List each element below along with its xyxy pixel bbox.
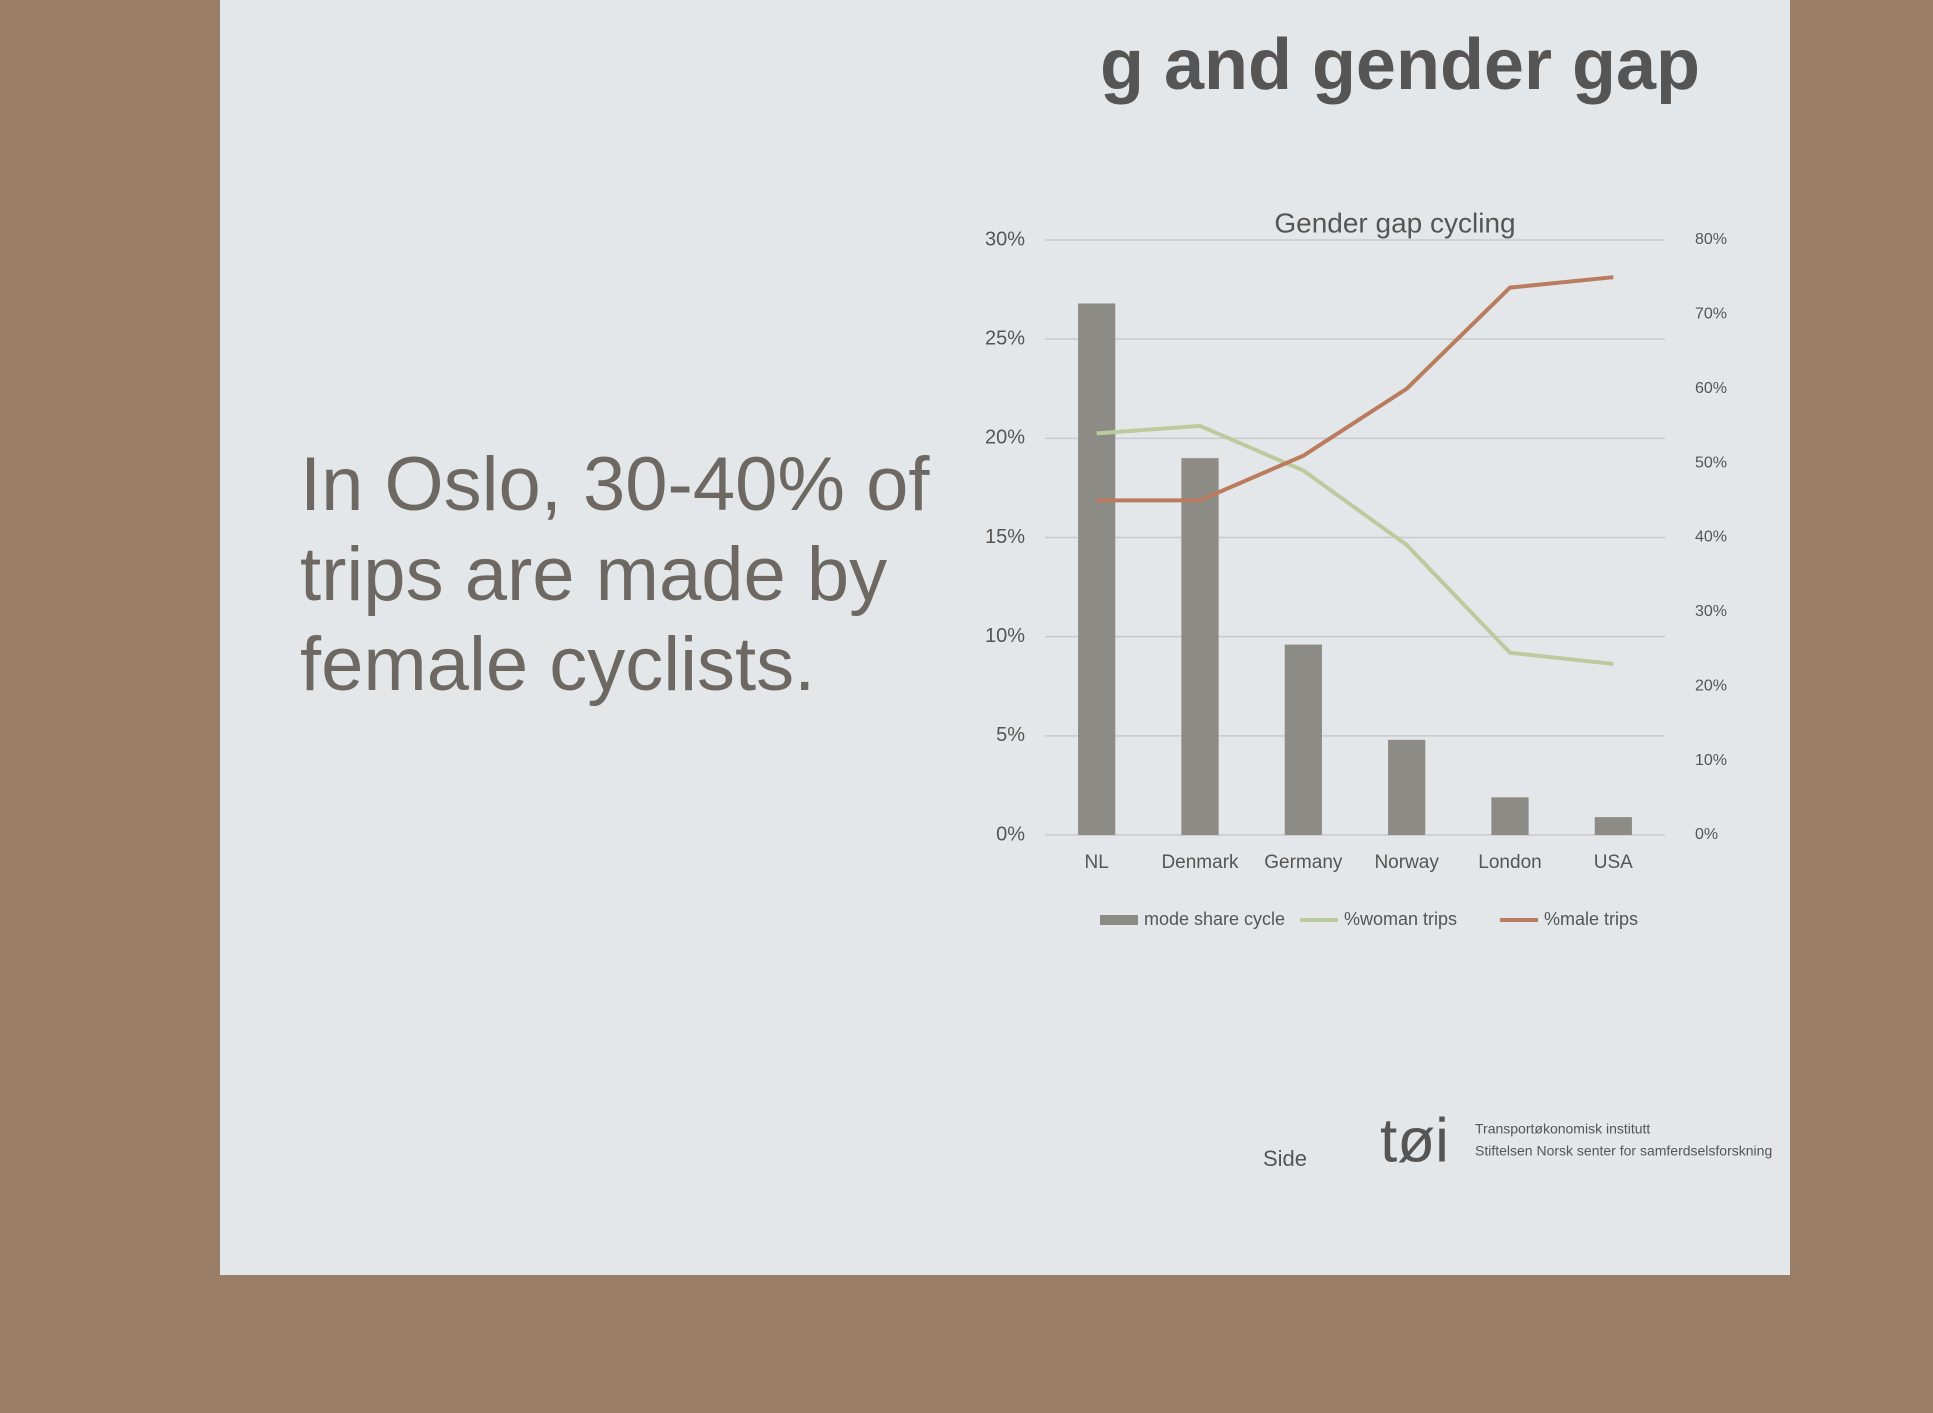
y2-tick-label: 80% xyxy=(1695,231,1727,248)
x-tick-label: USA xyxy=(1594,852,1633,873)
y2-tick-label: 20% xyxy=(1695,677,1727,694)
y2-tick-label: 70% xyxy=(1695,306,1727,323)
y2-tick-label: 60% xyxy=(1695,380,1727,397)
line xyxy=(1096,423,1614,666)
y-tick-label: 20% xyxy=(985,427,1025,449)
y2-tick-label: 10% xyxy=(1695,752,1727,769)
y-tick-label: 30% xyxy=(985,228,1025,250)
x-tick-label: Denmark xyxy=(1161,852,1239,873)
logo: tøi xyxy=(1380,1106,1449,1175)
y-tick-label: 25% xyxy=(985,327,1025,349)
legend-label: %woman trips xyxy=(1344,909,1457,929)
legend-swatch xyxy=(1100,915,1138,925)
y-tick-label: 5% xyxy=(996,724,1025,746)
line xyxy=(1096,275,1614,503)
y2-tick-label: 50% xyxy=(1695,454,1727,471)
y2-tick-label: 0% xyxy=(1695,826,1718,843)
bar xyxy=(1181,458,1219,835)
bar xyxy=(1284,644,1322,835)
chart-title: Gender gap cycling xyxy=(1274,207,1515,238)
x-tick-label: NL xyxy=(1085,852,1109,873)
bar xyxy=(1388,739,1426,835)
institute: Transportøkonomisk institutt xyxy=(1475,1121,1650,1137)
x-tick-label: Germany xyxy=(1264,852,1343,873)
x-tick-label: London xyxy=(1478,852,1541,873)
legend-label: %male trips xyxy=(1544,909,1638,929)
bar xyxy=(1078,303,1116,835)
slide xyxy=(220,0,1790,1275)
y2-tick-label: 30% xyxy=(1695,603,1727,620)
y-tick-label: 0% xyxy=(996,823,1025,845)
body-box: In Oslo, 30-40% of trips are made by fem… xyxy=(300,442,930,707)
bar xyxy=(1491,797,1529,835)
legend-label: mode share cycle xyxy=(1144,909,1285,929)
foundation: Stiftelsen Norsk senter for samferdselsf… xyxy=(1475,1143,1772,1159)
x-tick-label: Norway xyxy=(1374,852,1439,873)
y2-tick-label: 40% xyxy=(1695,529,1727,546)
slide-title: g and gender gap xyxy=(1100,25,1700,105)
y-tick-label: 10% xyxy=(985,625,1025,647)
bar xyxy=(1594,817,1632,835)
footer: Side xyxy=(1263,1146,1307,1171)
body-text: In Oslo, 30-40% of trips are made by fem… xyxy=(300,442,930,707)
y-tick-label: 15% xyxy=(985,526,1025,548)
